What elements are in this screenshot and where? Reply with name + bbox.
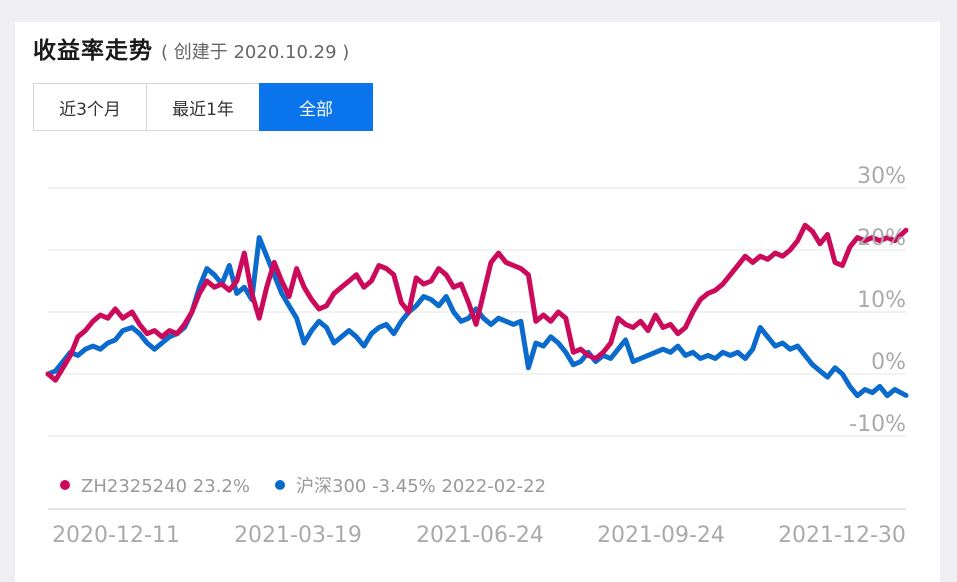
- tab-1-year[interactable]: 最近1年: [146, 83, 260, 131]
- x-tick-label: 2020-12-11: [52, 523, 180, 548]
- y-tick-label: 30%: [857, 164, 906, 189]
- chart-title: 收益率走势: [33, 38, 153, 64]
- x-tick-label: 2021-03-19: [234, 523, 362, 548]
- y-tick-label: 10%: [857, 288, 906, 313]
- return-chart: 30% 20% 10% 0% -10% ZH2325240 23.2% 沪深300 -3.…: [45, 164, 909, 548]
- tab-all[interactable]: 全部: [259, 83, 373, 131]
- range-tabs: 近3个月 最近1年 全部: [33, 83, 373, 131]
- x-tick-label: 2021-06-24: [416, 523, 544, 548]
- y-tick-label: 20%: [857, 226, 906, 251]
- series-line-portfolio[interactable]: [45, 222, 909, 383]
- created-date: ( 创建于 2020.10.29 ): [161, 42, 350, 63]
- legend-label-portfolio: ZH2325240 23.2%: [81, 476, 250, 497]
- x-tick-label: 2021-09-24: [597, 523, 725, 548]
- legend-marker-index: [275, 480, 285, 490]
- legend-label-index: 沪深300 -3.45% 2022-02-22: [296, 476, 546, 497]
- legend-marker-portfolio: [60, 480, 70, 490]
- title-row: 收益率走势 ( 创建于 2020.10.29 ): [33, 31, 349, 65]
- y-tick-label: 0%: [871, 350, 906, 375]
- y-tick-label: -10%: [849, 412, 906, 437]
- x-tick-label: 2021-12-30: [778, 523, 906, 548]
